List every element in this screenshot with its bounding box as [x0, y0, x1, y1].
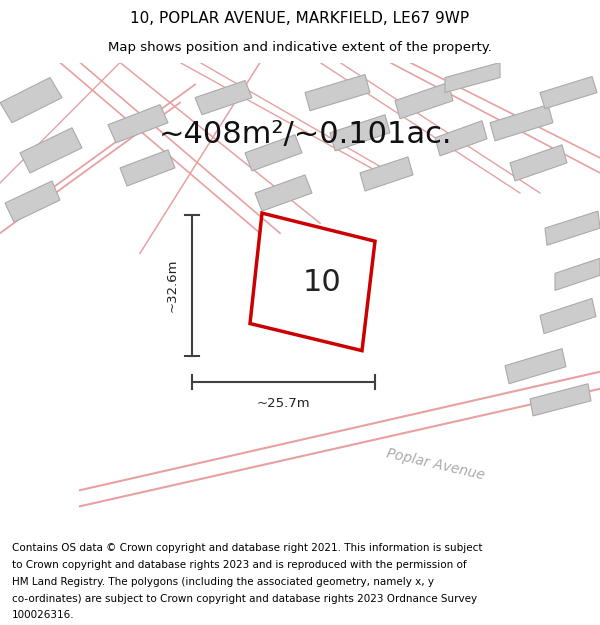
Polygon shape	[530, 384, 591, 416]
Polygon shape	[245, 135, 302, 171]
Polygon shape	[540, 298, 596, 334]
Polygon shape	[445, 62, 500, 92]
Polygon shape	[360, 157, 413, 191]
Polygon shape	[255, 175, 312, 211]
Text: Map shows position and indicative extent of the property.: Map shows position and indicative extent…	[108, 41, 492, 54]
Text: Poplar Avenue: Poplar Avenue	[385, 446, 485, 483]
Polygon shape	[505, 349, 566, 384]
Text: 100026316.: 100026316.	[12, 611, 74, 621]
Polygon shape	[108, 104, 168, 143]
Polygon shape	[195, 81, 252, 115]
Polygon shape	[545, 211, 600, 245]
Text: ~25.7m: ~25.7m	[257, 398, 310, 411]
Polygon shape	[490, 104, 553, 141]
Text: Contains OS data © Crown copyright and database right 2021. This information is : Contains OS data © Crown copyright and d…	[12, 543, 482, 554]
Text: ~408m²/~0.101ac.: ~408m²/~0.101ac.	[158, 120, 452, 149]
Polygon shape	[20, 127, 82, 173]
Polygon shape	[540, 76, 597, 109]
Polygon shape	[330, 115, 390, 151]
Polygon shape	[5, 181, 60, 222]
Text: co-ordinates) are subject to Crown copyright and database rights 2023 Ordnance S: co-ordinates) are subject to Crown copyr…	[12, 594, 477, 604]
Polygon shape	[0, 78, 62, 122]
Polygon shape	[555, 258, 600, 291]
Text: HM Land Registry. The polygons (including the associated geometry, namely x, y: HM Land Registry. The polygons (includin…	[12, 577, 434, 587]
Polygon shape	[395, 82, 453, 119]
Text: to Crown copyright and database rights 2023 and is reproduced with the permissio: to Crown copyright and database rights 2…	[12, 560, 467, 570]
Text: ~32.6m: ~32.6m	[166, 259, 179, 312]
Text: 10, POPLAR AVENUE, MARKFIELD, LE67 9WP: 10, POPLAR AVENUE, MARKFIELD, LE67 9WP	[130, 11, 470, 26]
Polygon shape	[510, 145, 567, 181]
Polygon shape	[435, 121, 487, 156]
Text: 10: 10	[303, 268, 341, 297]
Polygon shape	[120, 150, 175, 186]
Polygon shape	[305, 74, 370, 111]
